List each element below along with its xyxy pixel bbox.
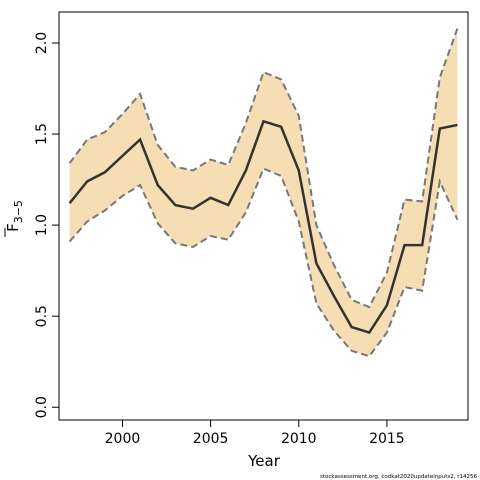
plot-frame bbox=[58, 11, 469, 421]
series-lines bbox=[68, 28, 459, 358]
y-tick-label: 1.5 bbox=[34, 123, 50, 145]
y-tick-label: 2.0 bbox=[34, 32, 50, 54]
y-axis-title-main: F bbox=[4, 223, 22, 232]
x-axis: 2000 2005 2010 2015 bbox=[105, 420, 405, 447]
svg-text:F3−5: F3−5 bbox=[4, 200, 25, 232]
x-tick-label: 2010 bbox=[281, 431, 317, 447]
watermark: stockassessment.org, codkat2020updateinp… bbox=[320, 474, 478, 480]
x-axis-title: Year bbox=[247, 452, 281, 470]
y-tick-label: 0.5 bbox=[34, 305, 50, 327]
y-axis-title-subscript: 3−5 bbox=[12, 200, 25, 223]
x-tick-label: 2005 bbox=[193, 431, 229, 447]
confidence-band-area bbox=[69, 28, 458, 357]
y-tick-label: 1.0 bbox=[34, 214, 50, 236]
y-axis: 0.0 0.5 1.0 1.5 2.0 bbox=[34, 32, 59, 418]
estimate-line bbox=[68, 119, 458, 335]
y-tick-label: 0.0 bbox=[34, 396, 50, 418]
x-tick-label: 2000 bbox=[105, 431, 141, 447]
upper-bound-line bbox=[68, 28, 459, 309]
confidence-band bbox=[69, 28, 458, 357]
y-axis-title: F3−5 bbox=[4, 200, 25, 237]
x-tick-label: 2015 bbox=[369, 431, 405, 447]
